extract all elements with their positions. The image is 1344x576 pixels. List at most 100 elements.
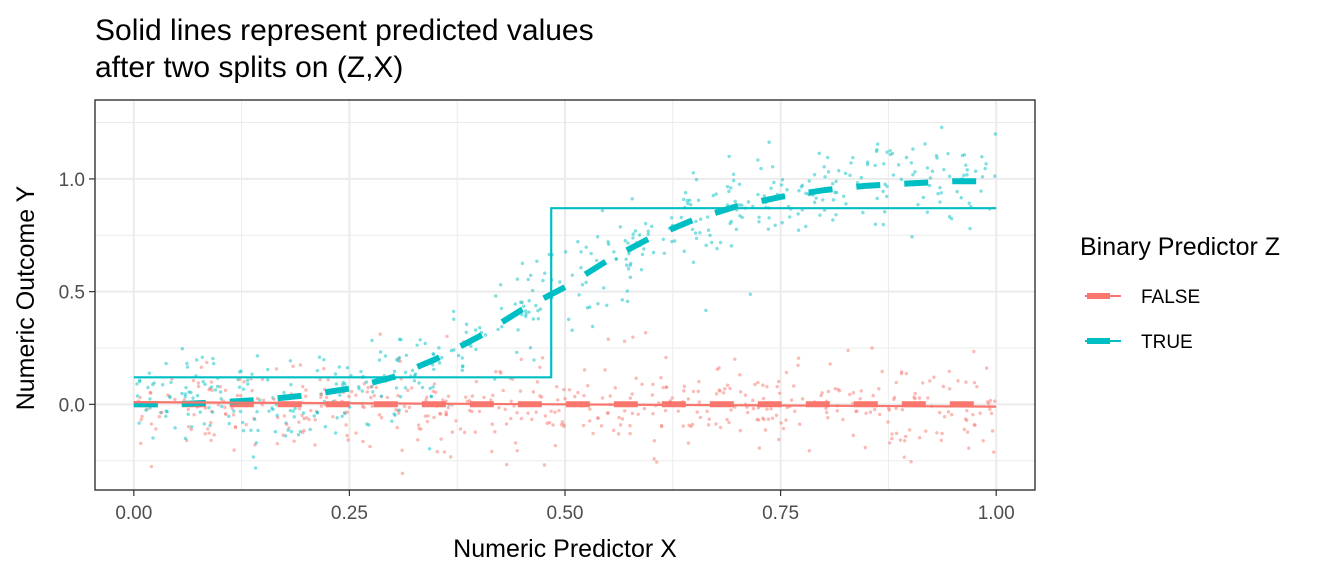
point-false (509, 416, 513, 421)
point-true (818, 213, 822, 217)
point-true (694, 177, 699, 182)
point-false (519, 416, 524, 421)
point-false (512, 404, 516, 408)
point-true (639, 268, 644, 272)
point-true (923, 142, 927, 146)
point-true (837, 168, 841, 173)
legend: Binary Predictor Z FALSE TRUE (1080, 233, 1280, 353)
point-true (772, 180, 776, 185)
point-false (941, 384, 946, 389)
point-false (691, 389, 696, 394)
point-false (796, 363, 800, 368)
point-true (814, 196, 818, 200)
point-false (563, 396, 567, 401)
point-true (822, 165, 826, 169)
point-true (209, 385, 214, 389)
point-true (527, 299, 531, 303)
point-false (721, 391, 726, 395)
point-true (398, 395, 403, 399)
point-false (798, 422, 802, 426)
point-true (766, 227, 771, 231)
point-true (289, 429, 294, 434)
point-true (861, 210, 865, 215)
point-true (356, 384, 361, 389)
point-false (599, 424, 604, 428)
point-false (613, 386, 617, 390)
point-true (275, 413, 279, 418)
x-axis: 0.00 0.25 0.50 0.75 1.00 (115, 490, 1015, 524)
point-false (670, 396, 674, 400)
point-false (304, 416, 309, 420)
point-true (202, 422, 206, 426)
point-true (825, 155, 830, 160)
point-true (595, 235, 600, 239)
point-true (469, 344, 473, 348)
point-true (428, 386, 432, 391)
point-false (362, 405, 366, 410)
point-false (515, 411, 519, 415)
point-false (301, 384, 305, 389)
point-false (965, 430, 970, 434)
point-true (335, 416, 339, 420)
point-false (596, 416, 600, 420)
point-true (429, 394, 434, 399)
point-false (425, 419, 430, 424)
point-false (432, 415, 436, 420)
point-false (887, 408, 892, 412)
point-false (538, 365, 542, 370)
point-true (748, 292, 753, 296)
point-true (770, 165, 775, 169)
point-true (528, 346, 533, 350)
point-true (773, 223, 777, 228)
point-true (909, 161, 914, 165)
point-false (210, 388, 214, 393)
point-false (755, 417, 759, 422)
point-false (149, 464, 154, 469)
point-false (491, 393, 495, 398)
point-true (807, 179, 811, 183)
point-false (244, 422, 248, 427)
point-false (441, 398, 445, 402)
point-true (779, 183, 784, 187)
point-false (498, 369, 502, 374)
point-true (733, 199, 737, 204)
point-true (493, 294, 498, 298)
point-true (308, 427, 312, 432)
point-false (404, 409, 409, 414)
point-true (865, 160, 870, 164)
point-true (921, 195, 926, 200)
point-true (460, 356, 464, 360)
point-true (530, 288, 535, 293)
point-false (505, 462, 509, 467)
point-false (942, 415, 947, 419)
point-false (284, 422, 289, 426)
point-false (761, 396, 766, 401)
point-true (410, 368, 415, 373)
point-true (282, 390, 286, 395)
point-true (183, 392, 188, 396)
point-true (851, 155, 855, 160)
point-true (589, 251, 593, 256)
point-false (687, 423, 691, 428)
point-true (323, 424, 328, 429)
point-false (157, 414, 162, 419)
point-true (883, 182, 887, 186)
point-true (601, 286, 606, 290)
point-false (424, 395, 429, 399)
point-false (781, 426, 786, 431)
point-true (180, 347, 184, 351)
point-true (629, 261, 633, 266)
point-true (403, 370, 408, 375)
point-true (643, 221, 648, 226)
point-true (191, 396, 195, 400)
point-false (205, 360, 209, 365)
point-true (734, 227, 739, 232)
series-lines (133, 178, 997, 408)
point-false (890, 436, 894, 441)
point-false (659, 423, 664, 428)
point-true (151, 436, 155, 440)
legend-title: Binary Predictor Z (1080, 233, 1280, 261)
point-false (250, 388, 254, 393)
point-false (851, 433, 855, 438)
point-true (399, 337, 403, 342)
